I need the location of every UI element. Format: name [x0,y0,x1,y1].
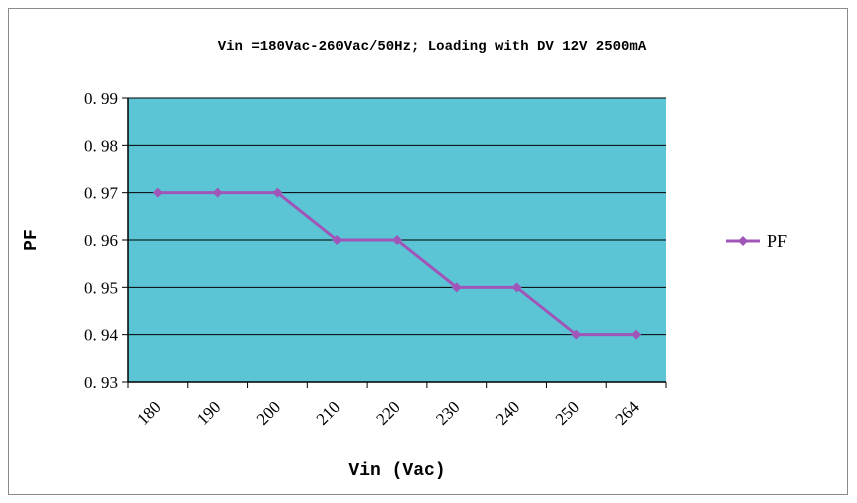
x-tick-label: 190 [193,397,224,428]
x-tick-label: 230 [432,397,463,428]
legend-label-pf: PF [767,231,787,251]
y-tick-label: 0. 95 [84,278,118,297]
x-tick-label: 200 [253,397,284,428]
data-point-marker [511,282,522,293]
chart-title: Vin =180Vac-260Vac/50Hz; Loading with DV… [218,39,647,55]
x-tick-label: 240 [492,397,523,428]
y-axis-label: PF [22,229,42,251]
x-tick-label: 180 [133,397,164,428]
y-tick-label: 0. 93 [84,373,118,392]
y-tick-label: 0. 96 [84,231,118,250]
data-point-marker [272,187,283,198]
y-tick-labels: 0. 99 0. 98 0. 97 0. 96 0. 95 0. 94 0. 93 [84,89,119,392]
x-tick-label: 264 [611,397,643,429]
y-tick-label: 0. 94 [84,326,119,345]
x-tick-label: 220 [372,397,403,428]
axes [127,98,667,388]
y-tick-label: 0. 99 [84,89,118,108]
data-point-marker [332,235,343,245]
y-tick-label: 0. 97 [84,184,119,203]
x-axis-label: Vin (Vac) [348,461,445,481]
legend-marker-icon [738,236,748,246]
data-points [152,187,642,340]
data-point-marker [392,235,402,245]
data-point-marker [152,187,163,198]
data-point-marker [212,187,223,198]
data-point-marker [451,282,462,293]
x-tick-labels: 180 190 200 210 220 230 240 250 264 [133,397,643,429]
legend: PF [726,231,787,251]
x-tick-label: 250 [552,397,583,428]
data-point-marker [631,329,642,340]
y-tick-label: 0. 98 [84,136,118,155]
data-point-marker [571,329,582,340]
x-tick-label: 210 [313,397,344,428]
